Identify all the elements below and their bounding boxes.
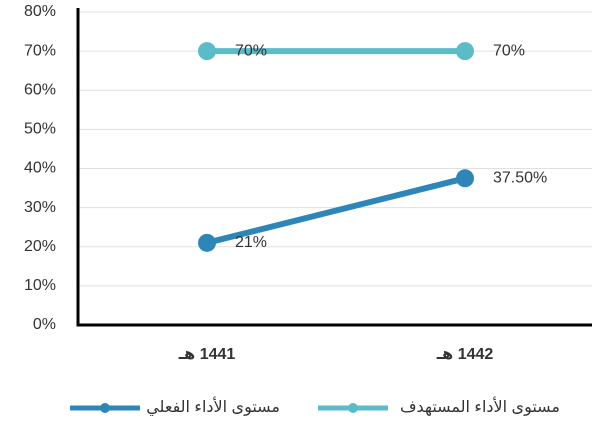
y-tick-label: 70% xyxy=(24,42,56,59)
y-tick-label: 40% xyxy=(24,160,56,177)
y-tick-label: 10% xyxy=(24,277,56,294)
data-label: 70% xyxy=(235,42,267,59)
data-point xyxy=(456,169,474,188)
y-tick-label: 60% xyxy=(24,81,56,98)
data-label: 21% xyxy=(235,234,267,251)
x-tick-label: 1441 هـ xyxy=(178,346,236,363)
y-tick-label: 20% xyxy=(24,238,56,255)
x-tick-label: 1442 هـ xyxy=(436,346,494,363)
data-point xyxy=(456,42,474,61)
data-label: 37.50% xyxy=(493,170,547,187)
series-line xyxy=(206,175,466,246)
y-tick-label: 30% xyxy=(24,199,56,216)
data-label: 70% xyxy=(493,42,525,59)
legend-swatch-marker xyxy=(348,403,358,413)
y-tick-label: 0% xyxy=(33,316,56,333)
data-point xyxy=(198,233,216,252)
y-tick-label: 50% xyxy=(24,121,56,138)
legend-swatch-marker xyxy=(100,403,110,413)
data-point xyxy=(198,42,216,61)
legend-label: مستوى الأداء الفعلي xyxy=(146,396,280,417)
y-tick-label: 80% xyxy=(24,3,56,20)
legend-label: مستوى الأداء المستهدف xyxy=(400,396,560,417)
